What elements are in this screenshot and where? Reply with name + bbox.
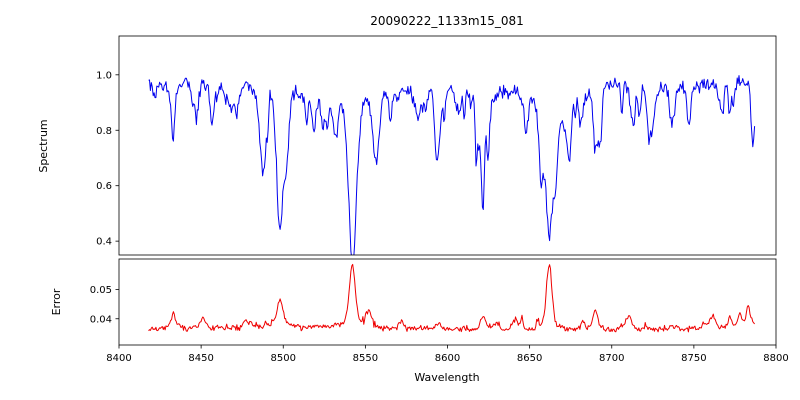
chart-title: 20090222_1133m15_081 bbox=[370, 14, 523, 28]
error-y-axis-label: Error bbox=[50, 288, 63, 315]
error-line bbox=[148, 263, 755, 333]
x-tick-label: 8700 bbox=[599, 353, 624, 364]
x-tick-label: 8750 bbox=[681, 353, 706, 364]
y-tick-label: 1.0 bbox=[96, 70, 112, 81]
error-plot-area bbox=[119, 259, 776, 345]
spectrum-line bbox=[148, 75, 756, 255]
y-tick-label: 0.04 bbox=[90, 314, 112, 325]
x-tick-label: 8800 bbox=[763, 353, 788, 364]
x-tick-label: 8600 bbox=[435, 353, 460, 364]
spectrum-frame bbox=[118, 35, 777, 256]
panels-group: 0.4 0.6 0.8 1.0 0.04 0.05 8400 8450 8500 8550 8600… bbox=[90, 35, 789, 364]
spectrum-panel: 0.4 0.6 0.8 1.0 bbox=[96, 35, 777, 256]
x-tick-label: 8450 bbox=[188, 353, 213, 364]
error-panel: 0.04 0.05 8400 8450 8500 8550 8600 8650 8700 8750… bbox=[90, 258, 789, 364]
spectrum-plot-area bbox=[119, 36, 776, 255]
x-axis-label: Wavelength bbox=[414, 371, 479, 384]
x-tick-label: 8650 bbox=[517, 353, 542, 364]
spectrum-y-axis-label: Spectrum bbox=[37, 119, 50, 172]
y-tick-label: 0.4 bbox=[96, 237, 112, 248]
y-tick-label: 0.8 bbox=[96, 126, 112, 137]
x-tick-label: 8500 bbox=[271, 353, 296, 364]
y-tick-label: 0.05 bbox=[90, 285, 112, 296]
x-tick-label: 8400 bbox=[106, 353, 131, 364]
x-tick-label: 8550 bbox=[353, 353, 378, 364]
y-tick-label: 0.6 bbox=[96, 181, 112, 192]
